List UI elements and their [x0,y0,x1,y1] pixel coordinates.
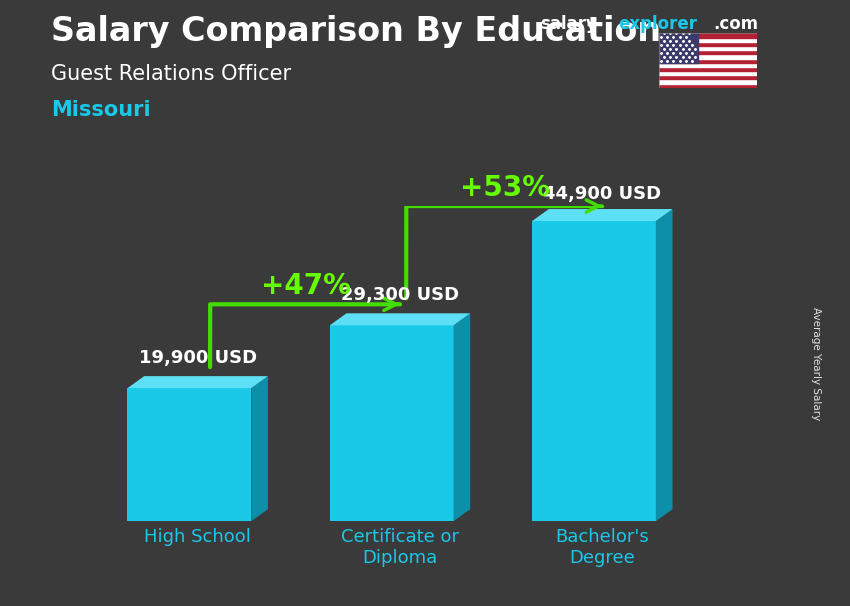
Bar [659,38,756,42]
Bar [659,84,756,88]
Text: Missouri: Missouri [51,100,150,120]
Bar [659,33,698,62]
Bar [659,71,756,75]
Polygon shape [330,313,470,325]
Text: 19,900 USD: 19,900 USD [139,349,257,367]
Bar [659,55,756,59]
Text: +47%: +47% [261,272,351,300]
Bar [659,42,756,46]
Bar [659,33,756,38]
Bar [659,75,756,79]
Polygon shape [656,209,672,521]
Text: Bachelor's
Degree: Bachelor's Degree [555,528,649,567]
Text: 44,900 USD: 44,900 USD [543,185,661,203]
Polygon shape [532,209,672,221]
Bar [659,50,756,55]
Text: High School: High School [144,528,251,547]
Text: Guest Relations Officer: Guest Relations Officer [51,64,291,84]
Text: Salary Comparison By Education: Salary Comparison By Education [51,15,661,48]
Polygon shape [252,376,268,521]
Text: +53%: +53% [460,173,550,202]
Polygon shape [532,221,656,521]
Bar [659,62,756,67]
Text: explorer: explorer [618,15,697,33]
Polygon shape [128,376,268,388]
Text: .com: .com [713,15,758,33]
Text: 29,300 USD: 29,300 USD [341,286,459,304]
Polygon shape [454,313,470,521]
Bar [659,59,756,62]
Text: Average Yearly Salary: Average Yearly Salary [811,307,821,420]
Polygon shape [330,325,454,521]
Polygon shape [128,388,252,521]
Text: Certificate or
Diploma: Certificate or Diploma [341,528,459,567]
Bar [659,46,756,50]
Bar [659,79,756,84]
Bar [659,67,756,71]
Text: salary: salary [540,15,597,33]
